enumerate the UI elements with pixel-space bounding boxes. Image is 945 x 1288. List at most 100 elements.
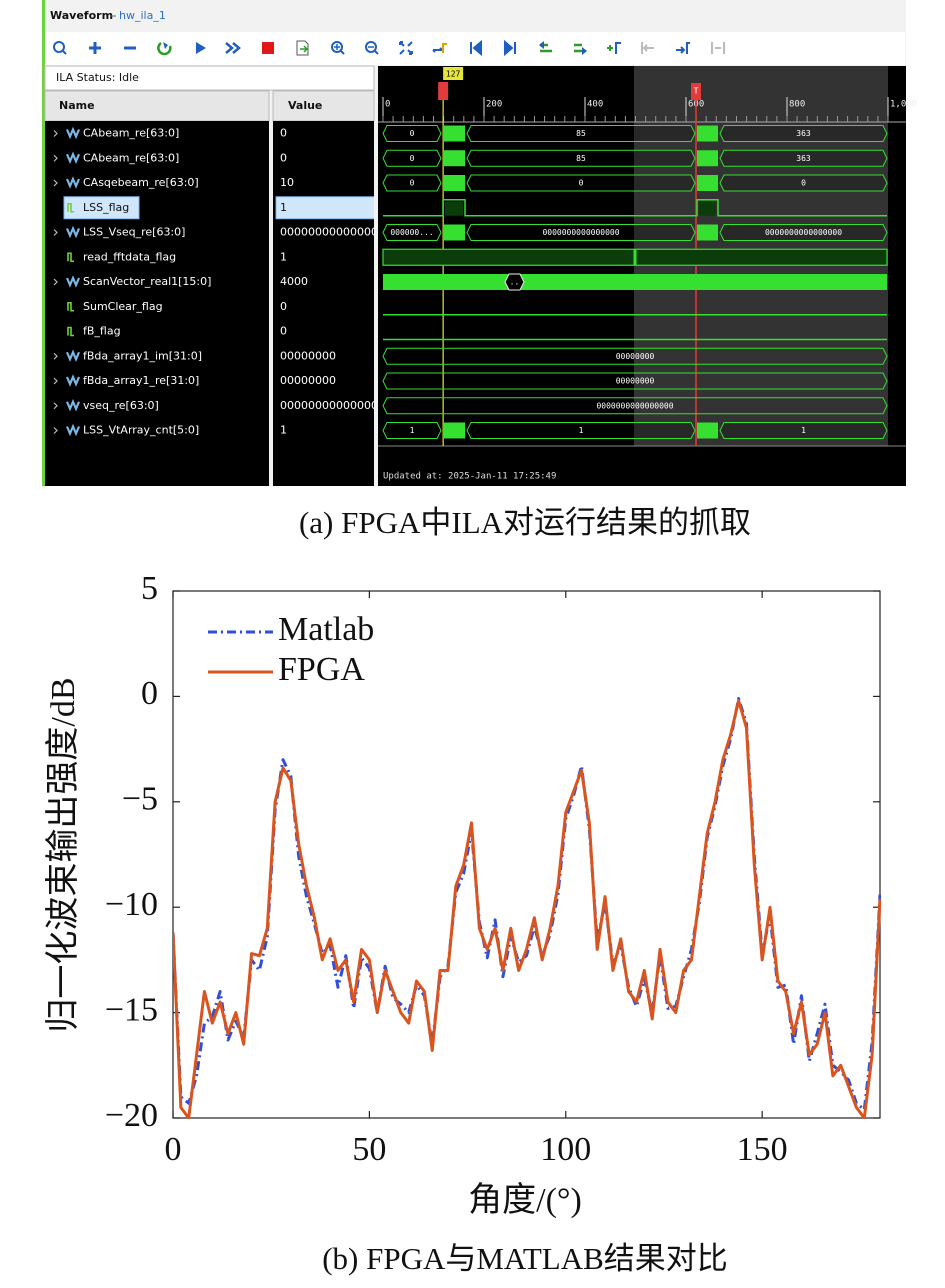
signal-value: 0 [280, 127, 287, 140]
toolbar-button[interactable] [296, 40, 309, 56]
legend-label: FPGA [278, 651, 365, 688]
expand-arrow[interactable] [53, 154, 58, 162]
trigger-label: T [694, 87, 699, 96]
icon [539, 41, 544, 49]
bus-segment [382, 372, 888, 390]
window-border [42, 0, 45, 486]
expand-arrow[interactable] [53, 377, 58, 385]
value-header-text: Value [288, 99, 322, 112]
toolbar-button[interactable] [711, 42, 725, 54]
signal-name[interactable]: SumClear_flag [83, 300, 163, 313]
signal-name[interactable]: read_fftdata_flag [83, 250, 176, 263]
signal-value: 1 [280, 424, 287, 437]
toolbar-button[interactable] [607, 42, 621, 54]
signal-name[interactable]: ScanVector_real1[15:0] [83, 275, 211, 288]
toolbar-button[interactable] [676, 42, 690, 54]
toolbar-button[interactable] [365, 41, 379, 55]
expand-arrow[interactable] [53, 179, 58, 187]
wave-value: 0 [410, 179, 415, 188]
ila-status: ILA Status: Idle [56, 71, 139, 84]
icon [53, 41, 65, 53]
x-tick-label: 100 [540, 1131, 591, 1168]
y-tick-label: 5 [141, 570, 158, 607]
line-chart: 角度/(°) 归一化波束输出强度/dB 0 50 100 15050−5−10−15−… [44, 570, 881, 1219]
window-tab[interactable]: hw_ila_1 [119, 9, 166, 22]
y-tick-label: −5 [122, 781, 158, 818]
signal-name[interactable]: CAbeam_re[63:0] [83, 151, 179, 164]
icon [157, 41, 172, 56]
signal-value: 0 [280, 151, 287, 164]
name-header [44, 90, 270, 122]
signal-name[interactable]: CAsqebeam_re[63:0] [83, 176, 199, 189]
timeline-label: 400 [587, 100, 603, 110]
signal-name[interactable]: vseq_re[63:0] [83, 399, 159, 412]
toolbar-button[interactable] [470, 39, 482, 57]
bus-icon [65, 225, 81, 239]
wave-value: 0 [579, 179, 584, 188]
signal-name[interactable]: fBda_array1_re[31:0] [83, 374, 199, 387]
toolbar-button[interactable] [157, 41, 172, 56]
signal-name[interactable]: fBda_array1_im[31:0] [83, 349, 202, 362]
toolbar-button[interactable] [432, 43, 447, 53]
line-series [173, 697, 881, 1112]
expand-arrow[interactable] [53, 427, 58, 434]
bus-segment [382, 347, 888, 365]
waveform-window: Waveform hw_ila_1 ILA Status: Idle Name … [42, 0, 917, 486]
bus-change [697, 125, 718, 142]
toolbar-button[interactable] [504, 39, 516, 57]
icon [686, 42, 690, 54]
icon [442, 43, 447, 53]
signal-name[interactable]: fB_flag [83, 325, 121, 338]
signal-value: 10 [280, 176, 294, 189]
icon [300, 45, 309, 53]
caption-a: (a) FPGA中ILA对运行结果的抓取 [299, 505, 751, 540]
bus-icon [65, 275, 81, 288]
wave-value: 000000... [390, 228, 433, 237]
icon [615, 42, 621, 54]
bit-high [445, 201, 463, 216]
y-tick-label: −15 [105, 991, 158, 1028]
toolbar-button[interactable] [89, 42, 101, 54]
toolbar-button[interactable] [196, 42, 206, 54]
toolbar-button[interactable] [539, 41, 552, 53]
expand-arrow[interactable] [53, 130, 58, 137]
bus-change [697, 224, 718, 241]
signal-name[interactable]: LSS_Vseq_re[63:0] [83, 226, 185, 239]
expand-arrow[interactable] [53, 402, 58, 410]
toolbar-button[interactable] [225, 42, 241, 54]
wave-value: 1 [410, 426, 415, 435]
bus-change [697, 175, 718, 191]
wave-value: 0000000000000000 [765, 228, 842, 237]
bus-segment [382, 224, 442, 241]
wave-value: 0000000000000000 [596, 401, 673, 410]
signal-value: 0000000000000000 [280, 226, 392, 239]
signal-value: 1 [280, 201, 287, 214]
expand-arrow[interactable] [53, 229, 58, 236]
bus-segment [466, 149, 696, 167]
toolbar-button[interactable] [331, 41, 345, 55]
signal-name[interactable]: LSS_VtArray_cnt[5:0] [83, 424, 199, 437]
toolbar-button[interactable] [262, 42, 274, 54]
bus-segment [382, 125, 442, 142]
toolbar-button[interactable] [641, 42, 654, 54]
signal-name[interactable]: CAbeam_re[63:0] [83, 127, 179, 140]
toolbar-button[interactable] [574, 43, 587, 55]
caption-b: (b) FPGA与MATLAB结果对比 [322, 1241, 728, 1276]
bit-wave [383, 199, 887, 217]
wave-value: 85 [576, 154, 586, 163]
bus-segment [382, 397, 888, 415]
bus-segment [719, 422, 888, 439]
marker-label: 127 [446, 70, 461, 79]
expand-arrow[interactable] [53, 352, 58, 360]
bus-icon [65, 151, 81, 165]
timeline-label: 200 [486, 100, 502, 110]
toolbar-button[interactable] [399, 41, 413, 55]
expand-arrow[interactable] [53, 278, 58, 286]
icon [607, 45, 613, 51]
wave-value: 1 [801, 426, 806, 435]
signal-name[interactable]: LSS_flag [83, 201, 129, 214]
toolbar-button[interactable] [53, 41, 67, 55]
bus-segment [466, 174, 696, 192]
name-column [45, 121, 269, 486]
